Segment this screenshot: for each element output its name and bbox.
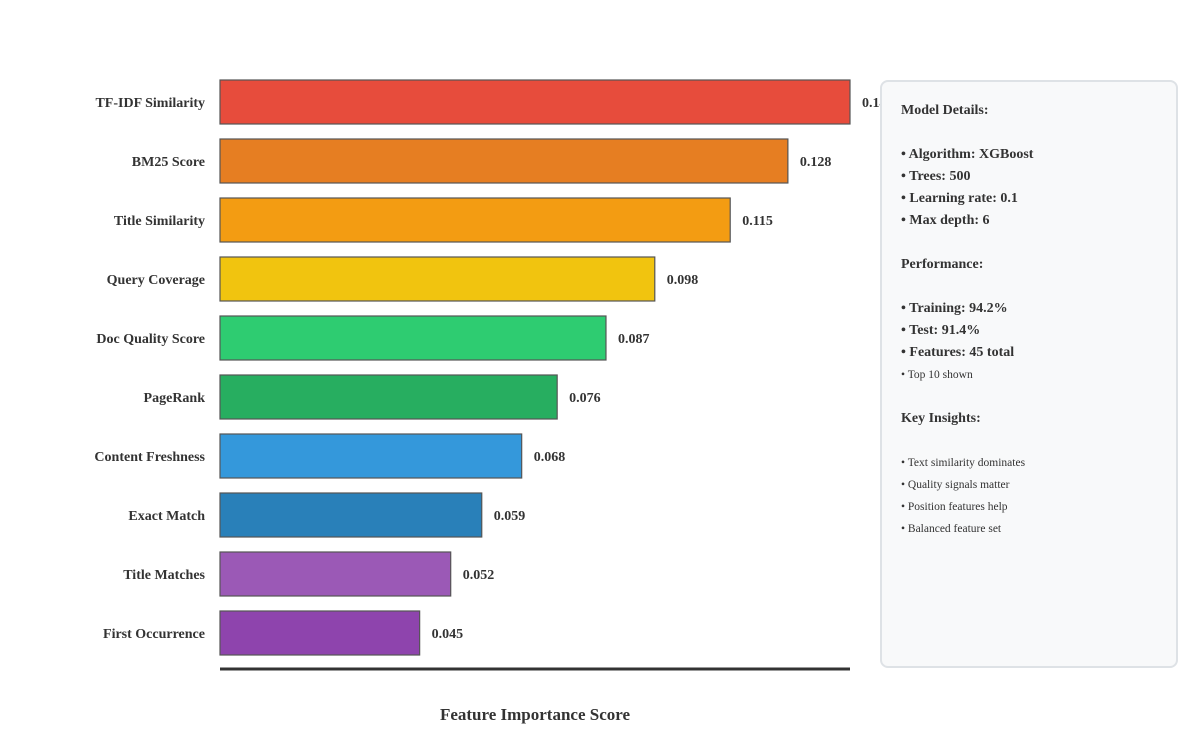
bar (219, 79, 851, 125)
model-details-panel: Model Details: • Algorithm: XGBoost • Tr… (880, 80, 1178, 668)
bar (219, 492, 483, 538)
value-label: 0.059 (494, 509, 526, 524)
category-label: TF-IDF Similarity (95, 96, 205, 111)
model-item: • Learning rate: 0.1 (901, 191, 1018, 206)
category-label: Content Freshness (94, 450, 205, 465)
bar (219, 374, 558, 420)
category-label: Title Similarity (114, 214, 205, 229)
category-label: BM25 Score (132, 155, 205, 170)
bar (219, 138, 789, 184)
model-item: • Max depth: 6 (901, 213, 990, 228)
perf-item: • Features: 45 total (901, 345, 1015, 360)
category-label: Title Matches (123, 568, 205, 583)
insight-item: • Quality signals matter (901, 479, 1010, 491)
value-label: 0.098 (667, 273, 699, 288)
performance-heading: Performance: (901, 257, 984, 272)
insight-item: • Text similarity dominates (901, 457, 1026, 469)
bar (219, 610, 421, 656)
value-label: 0.052 (463, 568, 495, 583)
model-item: • Algorithm: XGBoost (901, 147, 1034, 162)
category-label: PageRank (144, 391, 206, 406)
value-label: 0.128 (800, 155, 832, 170)
model-item: • Trees: 500 (901, 169, 971, 184)
bar (219, 551, 452, 597)
bar (219, 256, 656, 302)
value-label: 0.087 (618, 332, 650, 347)
perf-item: • Training: 94.2% (901, 301, 1008, 316)
x-axis-label: Feature Importance Score (440, 705, 631, 724)
category-label: Query Coverage (107, 273, 205, 288)
category-label: Exact Match (128, 509, 205, 524)
category-label: First Occurrence (103, 627, 205, 642)
model-details-heading: Model Details: (901, 103, 989, 118)
perf-note: • Top 10 shown (901, 369, 973, 381)
category-label: Doc Quality Score (96, 332, 205, 347)
insight-item: • Balanced feature set (901, 523, 1002, 535)
bar (219, 197, 731, 243)
insight-item: • Position features help (901, 501, 1008, 513)
value-label: 0.045 (432, 627, 464, 642)
bar (219, 315, 607, 361)
bar (219, 433, 523, 479)
value-label: 0.068 (534, 450, 566, 465)
value-label: 0.076 (569, 391, 601, 406)
perf-item: • Test: 91.4% (901, 323, 981, 338)
insights-heading: Key Insights: (901, 411, 981, 426)
value-label: 0.115 (742, 214, 773, 229)
